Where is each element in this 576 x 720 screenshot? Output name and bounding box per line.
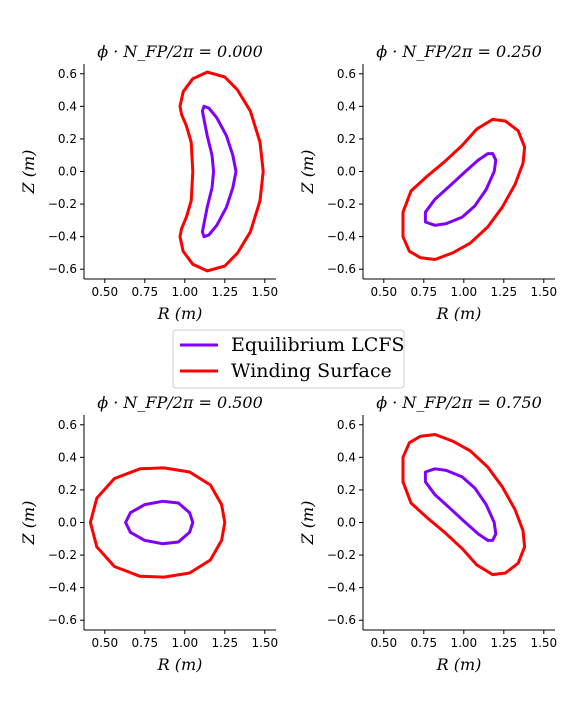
y-tick-label: −0.6: [48, 262, 77, 276]
y-tick-label: 0.6: [58, 418, 77, 432]
panel-title: ϕ · N_FP/2π = 0.750: [376, 393, 542, 412]
y-tick-label: −0.4: [48, 230, 77, 244]
x-tick-label: 1.50: [530, 636, 557, 650]
y-tick-label: 0.0: [337, 516, 356, 530]
y-tick-label: 0.2: [58, 483, 77, 497]
x-tick-label: 0.75: [131, 636, 158, 650]
y-tick-label: 0.4: [58, 450, 77, 464]
x-tick-label: 1.50: [251, 636, 278, 650]
y-axis-label: Z (m): [298, 501, 317, 546]
x-axis-label: R (m): [157, 304, 203, 323]
panel-2: 0.50 0.75 1.00 1.25 1.50 −0.6 −0.4 −0.2 0.0 0.2 0.…: [298, 42, 557, 323]
x-tick-label: 1.50: [251, 285, 278, 299]
x-tick-label: 0.75: [410, 636, 437, 650]
y-axis-label: Z (m): [19, 501, 38, 546]
y-tick-label: −0.2: [48, 548, 77, 562]
legend: Equilibrium LCFS Winding Surface: [172, 329, 405, 389]
y-tick-label: 0.0: [337, 165, 356, 179]
y-tick-label: 0.2: [58, 132, 77, 146]
x-axis-label: R (m): [436, 304, 482, 323]
panel-1: 0.50 0.75 1.00 1.25 1.50 −0.6 −0.4 −0.2 0.0 0.2 0.…: [19, 42, 278, 323]
y-tick-label: 0.4: [58, 99, 77, 113]
legend-entry: Equilibrium LCFS: [231, 334, 404, 356]
series-equilibrium-lcfs: [124, 499, 195, 546]
y-tick-label: −0.6: [327, 262, 356, 276]
y-tick-label: 0.2: [337, 132, 356, 146]
x-tick-label: 1.25: [490, 636, 517, 650]
y-tick-label: 0.6: [337, 67, 356, 81]
series-equilibrium-lcfs: [200, 104, 238, 239]
x-tick-label: 1.00: [450, 285, 477, 299]
y-tick-label: 0.4: [337, 450, 356, 464]
y-tick-label: −0.6: [327, 613, 356, 627]
x-tick-label: 0.75: [131, 285, 158, 299]
x-tick-label: 0.50: [370, 285, 397, 299]
x-tick-label: 1.25: [490, 285, 517, 299]
y-tick-label: −0.2: [327, 548, 356, 562]
legend-frame: [172, 329, 405, 389]
series-winding-surface: [401, 117, 527, 261]
x-tick-label: 1.00: [171, 636, 198, 650]
y-tick-label: −0.2: [327, 197, 356, 211]
series-equilibrium-lcfs: [423, 152, 498, 227]
x-tick-label: 1.00: [171, 285, 198, 299]
legend-entry: Winding Surface: [231, 360, 392, 382]
y-tick-label: 0.2: [337, 483, 356, 497]
x-tick-label: 0.50: [91, 285, 118, 299]
panel-title: ϕ · N_FP/2π = 0.000: [97, 42, 263, 61]
series-winding-surface: [88, 466, 227, 579]
series-winding-surface: [401, 433, 527, 577]
panel-4: 0.50 0.75 1.00 1.25 1.50 −0.6 −0.4 −0.2 0.0 0.2 0.…: [298, 393, 557, 674]
y-tick-label: 0.6: [58, 67, 77, 81]
x-tick-label: 0.75: [410, 285, 437, 299]
y-tick-label: −0.4: [48, 581, 77, 595]
x-tick-label: 1.00: [450, 636, 477, 650]
y-tick-label: −0.4: [327, 230, 356, 244]
y-tick-label: 0.0: [58, 165, 77, 179]
y-tick-label: −0.4: [327, 581, 356, 595]
panel-title: ϕ · N_FP/2π = 0.250: [376, 42, 542, 61]
x-axis-label: R (m): [436, 655, 482, 674]
y-tick-label: −0.6: [48, 613, 77, 627]
x-tick-label: 1.50: [530, 285, 557, 299]
y-tick-label: 0.6: [337, 418, 356, 432]
x-axis-label: R (m): [157, 655, 203, 674]
panel-title: ϕ · N_FP/2π = 0.500: [97, 393, 263, 412]
panel-3: 0.50 0.75 1.00 1.25 1.50 −0.6 −0.4 −0.2 0.0 0.2 0.…: [19, 393, 278, 674]
y-tick-label: 0.0: [58, 516, 77, 530]
x-tick-label: 0.50: [370, 636, 397, 650]
series-equilibrium-lcfs: [423, 467, 498, 542]
x-tick-label: 0.50: [91, 636, 118, 650]
y-tick-label: −0.2: [48, 197, 77, 211]
y-axis-label: Z (m): [19, 150, 38, 195]
series-winding-surface: [178, 70, 265, 273]
y-axis-label: Z (m): [298, 150, 317, 195]
x-tick-label: 1.25: [211, 636, 238, 650]
x-tick-label: 1.25: [211, 285, 238, 299]
y-tick-label: 0.4: [337, 99, 356, 113]
